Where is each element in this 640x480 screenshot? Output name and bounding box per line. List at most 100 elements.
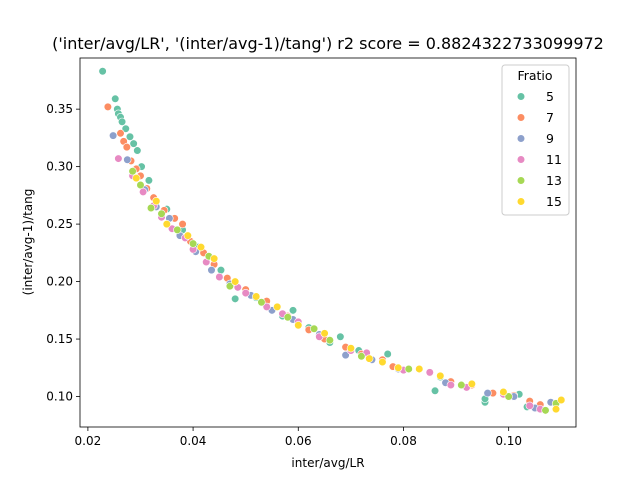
- data-point-fratio-15: [378, 357, 387, 367]
- data-point-fratio-15: [467, 379, 476, 388]
- y-axis-label: (inter/avg-1)/tang: [21, 189, 35, 296]
- y-tick-label: 0.25: [46, 217, 73, 231]
- data-point-fratio-11: [215, 272, 224, 282]
- data-point-fratio-5: [111, 94, 120, 103]
- data-point-fratio-15: [231, 277, 240, 286]
- data-point-fratio-13: [504, 392, 513, 401]
- x-tick-label: 0.02: [75, 434, 102, 448]
- data-point-fratio-15: [210, 254, 219, 263]
- legend-marker: [516, 176, 526, 185]
- legend-label: 15: [546, 194, 562, 209]
- legend-marker: [516, 113, 526, 122]
- data-point-fratio-5: [121, 124, 130, 133]
- data-point-fratio-15: [346, 344, 355, 353]
- data-point-fratio-15: [196, 242, 206, 252]
- data-point-fratio-9: [483, 388, 492, 398]
- data-point-fratio-5: [336, 332, 345, 341]
- data-point-fratio-9: [207, 265, 216, 275]
- data-point-fratio-15: [415, 364, 424, 374]
- data-point-fratio-15: [132, 174, 141, 183]
- data-point-fratio-5: [133, 146, 142, 155]
- data-point-fratio-13: [173, 225, 182, 234]
- y-tick-label: 0.10: [46, 390, 73, 404]
- data-point-fratio-15: [551, 405, 561, 414]
- data-point-fratio-13: [325, 336, 334, 345]
- legend-items: 5 7 9 11 13 15: [516, 89, 562, 209]
- data-point-fratio-7: [116, 129, 125, 138]
- data-point-fratio-15: [365, 354, 374, 363]
- y-tick-label: 0.20: [46, 275, 73, 289]
- data-point-fratio-13: [309, 324, 319, 333]
- legend-label: 5: [546, 89, 554, 104]
- data-point-fratio-11: [241, 288, 250, 298]
- legend-title: Fratio: [517, 68, 552, 83]
- legend-label: 11: [546, 152, 562, 167]
- plot-frame: [79, 57, 577, 428]
- legend-marker: [516, 134, 526, 143]
- data-point-fratio-11: [262, 302, 271, 311]
- legend-marker: [516, 92, 526, 101]
- data-point-fratio-15: [499, 387, 508, 397]
- data-point-fratio-7: [103, 102, 112, 111]
- data-point-fratio-15: [252, 292, 261, 301]
- data-point-fratio-13: [157, 209, 166, 218]
- data-point-fratio-13: [225, 282, 235, 291]
- data-point-fratio-15: [436, 371, 445, 380]
- data-point-fratio-9: [341, 351, 350, 360]
- data-point-fratio-5: [383, 349, 392, 359]
- y-tick-label: 0.35: [46, 102, 73, 116]
- x-tick-label: 0.08: [390, 434, 417, 448]
- data-point-fratio-11: [446, 380, 455, 390]
- axis-ticks: 0.02 0.04 0.06 0.08 0.10 0.10 0.15 0.20 0.25 0.30…: [46, 102, 522, 448]
- x-tick-label: 0.06: [285, 434, 312, 448]
- data-point-fratio-5: [98, 67, 107, 76]
- data-point-fratio-15: [273, 302, 282, 311]
- data-point-fratio-15: [162, 220, 171, 229]
- data-points: [98, 67, 566, 415]
- data-point-fratio-13: [257, 298, 266, 307]
- data-point-fratio-11: [114, 154, 123, 163]
- legend-label: 9: [546, 131, 554, 146]
- data-point-fratio-5: [129, 139, 138, 148]
- legend: Fratio 5 7 9 11 13 15: [501, 64, 570, 216]
- y-tick-label: 0.15: [46, 332, 73, 346]
- data-point-fratio-5: [430, 386, 440, 395]
- data-point-fratio-15: [183, 231, 192, 240]
- data-point-fratio-5: [117, 117, 127, 126]
- data-point-fratio-5: [125, 132, 135, 141]
- data-point-fratio-13: [146, 203, 156, 213]
- legend-box: [501, 64, 570, 216]
- data-point-fratio-7: [122, 142, 131, 152]
- data-point-fratio-5: [288, 306, 298, 315]
- x-tick-label: 0.04: [180, 434, 207, 448]
- data-point-fratio-5: [216, 265, 226, 275]
- legend-label: 7: [546, 110, 554, 125]
- data-point-fratio-7: [178, 220, 187, 229]
- data-point-fratio-5: [231, 294, 240, 303]
- data-point-fratio-13: [541, 406, 550, 415]
- data-point-fratio-11: [525, 401, 534, 410]
- data-point-fratio-9: [123, 155, 132, 164]
- data-point-fratio-11: [425, 368, 434, 377]
- data-point-fratio-15: [320, 329, 329, 338]
- chart-title: ('inter/avg/LR', '(inter/avg-1)/tang') r…: [52, 34, 604, 53]
- legend-label: 13: [546, 173, 562, 188]
- data-point-fratio-15: [557, 395, 566, 405]
- legend-marker: [516, 197, 526, 206]
- data-point-fratio-13: [283, 313, 292, 322]
- y-tick-label: 0.30: [46, 160, 73, 174]
- data-point-fratio-13: [404, 364, 413, 374]
- data-point-fratio-15: [394, 363, 403, 372]
- data-point-fratio-13: [188, 239, 198, 248]
- data-point-fratio-15: [294, 321, 303, 330]
- x-tick-label: 0.10: [495, 434, 522, 448]
- data-point-fratio-13: [357, 352, 366, 361]
- data-point-fratio-13: [128, 167, 137, 176]
- data-point-fratio-15: [152, 197, 161, 206]
- legend-marker: [516, 155, 526, 164]
- data-point-fratio-13: [457, 380, 466, 390]
- x-axis-label: inter/avg/LR: [291, 456, 364, 470]
- data-point-fratio-9: [109, 131, 118, 140]
- data-point-fratio-5: [144, 176, 154, 185]
